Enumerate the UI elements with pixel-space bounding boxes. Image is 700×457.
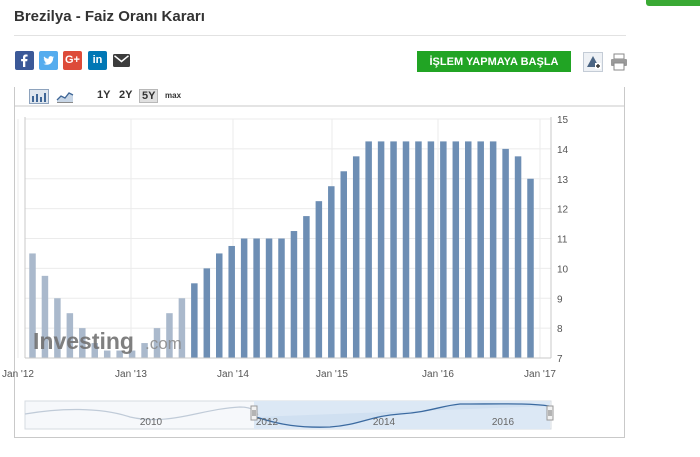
range-2y-button[interactable]: 2Y (119, 89, 133, 101)
chart-container (14, 87, 625, 438)
email-icon[interactable] (112, 51, 131, 70)
add-to-portfolio-icon[interactable] (583, 52, 603, 72)
twitter-icon[interactable] (39, 51, 58, 70)
range-1y-button[interactable]: 1Y (97, 89, 111, 101)
bar-chart-type-icon[interactable] (29, 89, 49, 109)
linkedin-icon[interactable]: in (88, 51, 107, 70)
area-chart-type-icon[interactable] (56, 89, 74, 109)
page-title: Brezilya - Faiz Oranı Kararı (14, 8, 205, 25)
range-max-button[interactable]: max (165, 91, 182, 100)
linkedin-glyph: in (92, 54, 103, 66)
start-trading-button[interactable]: İŞLEM YAPMAYA BAŞLA (417, 51, 571, 72)
title-divider (14, 35, 626, 36)
facebook-icon[interactable] (15, 51, 34, 70)
google-plus-glyph: G+ (65, 54, 80, 66)
google-plus-icon[interactable]: G+ (63, 51, 82, 70)
print-icon[interactable] (609, 52, 629, 72)
green-corner-tab[interactable] (646, 0, 700, 6)
range-5y-button[interactable]: 5Y (139, 89, 159, 103)
